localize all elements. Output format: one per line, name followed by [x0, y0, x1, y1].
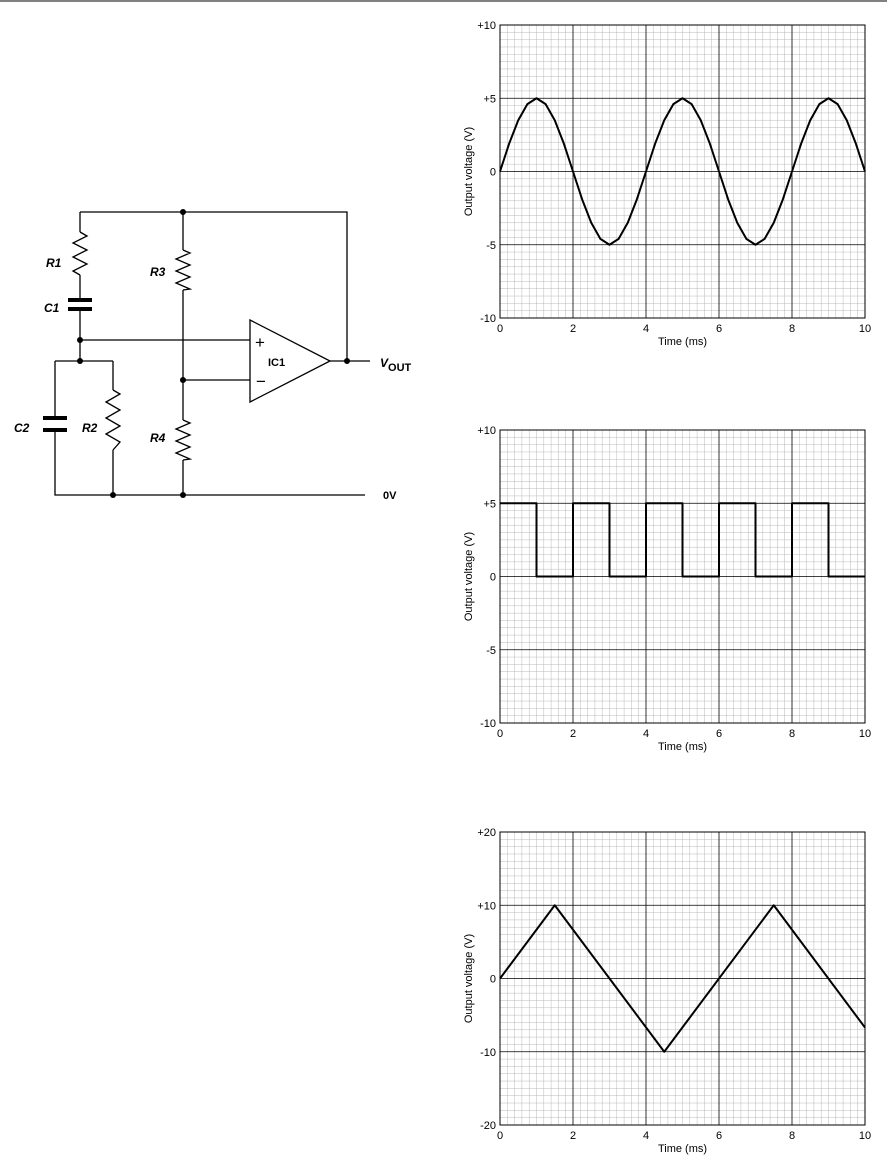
y-axis-label: Output voltage (V) [463, 532, 475, 621]
x-tick-label: 10 [859, 323, 871, 335]
data-line [499, 904, 866, 1053]
x-tick-label: 2 [570, 728, 576, 740]
label: VOUT [380, 356, 412, 374]
y-tick-label: -10 [480, 718, 496, 730]
label: C1 [44, 301, 60, 315]
y-tick-label: +10 [477, 425, 496, 437]
y-tick-label: +20 [477, 827, 496, 839]
y-tick-label: 0 [490, 974, 496, 986]
y-tick-label: 0 [490, 167, 496, 179]
x-tick-label: 0 [497, 323, 503, 335]
y-tick-label: -20 [480, 1120, 496, 1132]
y-tick-label: +10 [477, 900, 496, 912]
x-axis-label: Time (ms) [658, 336, 707, 348]
y-tick-label: -10 [480, 1047, 496, 1059]
y-tick-label: -5 [486, 240, 496, 252]
op-amp [249, 318, 332, 404]
capacitor-c1 [68, 298, 92, 311]
circuit: R1 C1 R3 C2 R2 R4 + − IC1 VOUT 0V [14, 209, 412, 502]
label: R1 [46, 256, 62, 270]
y-tick-label: -5 [486, 645, 496, 657]
resistor-r4 [174, 419, 193, 461]
label: C2 [14, 421, 30, 435]
x-tick-label: 10 [859, 728, 871, 740]
x-axis-label: Time (ms) [658, 1143, 707, 1155]
capacitor-c2 [43, 416, 67, 432]
x-tick-label: 4 [643, 1130, 649, 1142]
label: OUT [388, 362, 412, 374]
y-tick-label: -10 [480, 313, 496, 325]
x-tick-label: 6 [716, 323, 722, 335]
data-line [500, 502, 865, 578]
x-tick-label: 0 [497, 728, 503, 740]
label: + [255, 333, 265, 352]
label: IC1 [268, 357, 285, 369]
label: R3 [150, 265, 166, 279]
chart: 0 2 4 6 8 10 +10 +5 0 -5 -10 Time (ms) Output voltag… [463, 425, 871, 753]
x-tick-label: 6 [716, 728, 722, 740]
data-line [499, 97, 866, 246]
label: V [380, 356, 389, 370]
y-tick-label: 0 [490, 572, 496, 584]
label: R2 [82, 421, 98, 435]
x-tick-label: 2 [570, 1130, 576, 1142]
y-tick-label: +10 [477, 20, 496, 32]
chart: 0 2 4 6 8 10 +20 +10 0 -10 -20 Time (ms) Output volt… [463, 827, 871, 1155]
x-tick-label: 10 [859, 1130, 871, 1142]
x-tick-label: 8 [789, 1130, 795, 1142]
y-axis-label: Output voltage (V) [463, 934, 475, 1023]
x-tick-label: 2 [570, 323, 576, 335]
label: − [256, 372, 266, 391]
resistor-r1 [71, 231, 89, 276]
x-tick-label: 0 [497, 1130, 503, 1142]
label: R4 [150, 431, 166, 445]
x-tick-label: 6 [716, 1130, 722, 1142]
x-tick-label: 8 [789, 728, 795, 740]
y-tick-label: +5 [483, 498, 496, 510]
y-axis-label: Output voltage (V) [463, 127, 475, 216]
y-tick-label: +5 [483, 93, 496, 105]
label: 0V [383, 490, 397, 502]
x-tick-label: 4 [643, 728, 649, 740]
nodes [77, 209, 350, 498]
x-tick-label: 4 [643, 323, 649, 335]
x-axis-label: Time (ms) [658, 741, 707, 753]
wires [54, 211, 370, 496]
resistor-r3 [174, 249, 193, 291]
resistor-r2 [104, 389, 122, 451]
chart: 0 2 4 6 8 10 +10 +5 0 -5 -10 Time (ms) Output voltag… [463, 20, 871, 348]
x-tick-label: 8 [789, 323, 795, 335]
